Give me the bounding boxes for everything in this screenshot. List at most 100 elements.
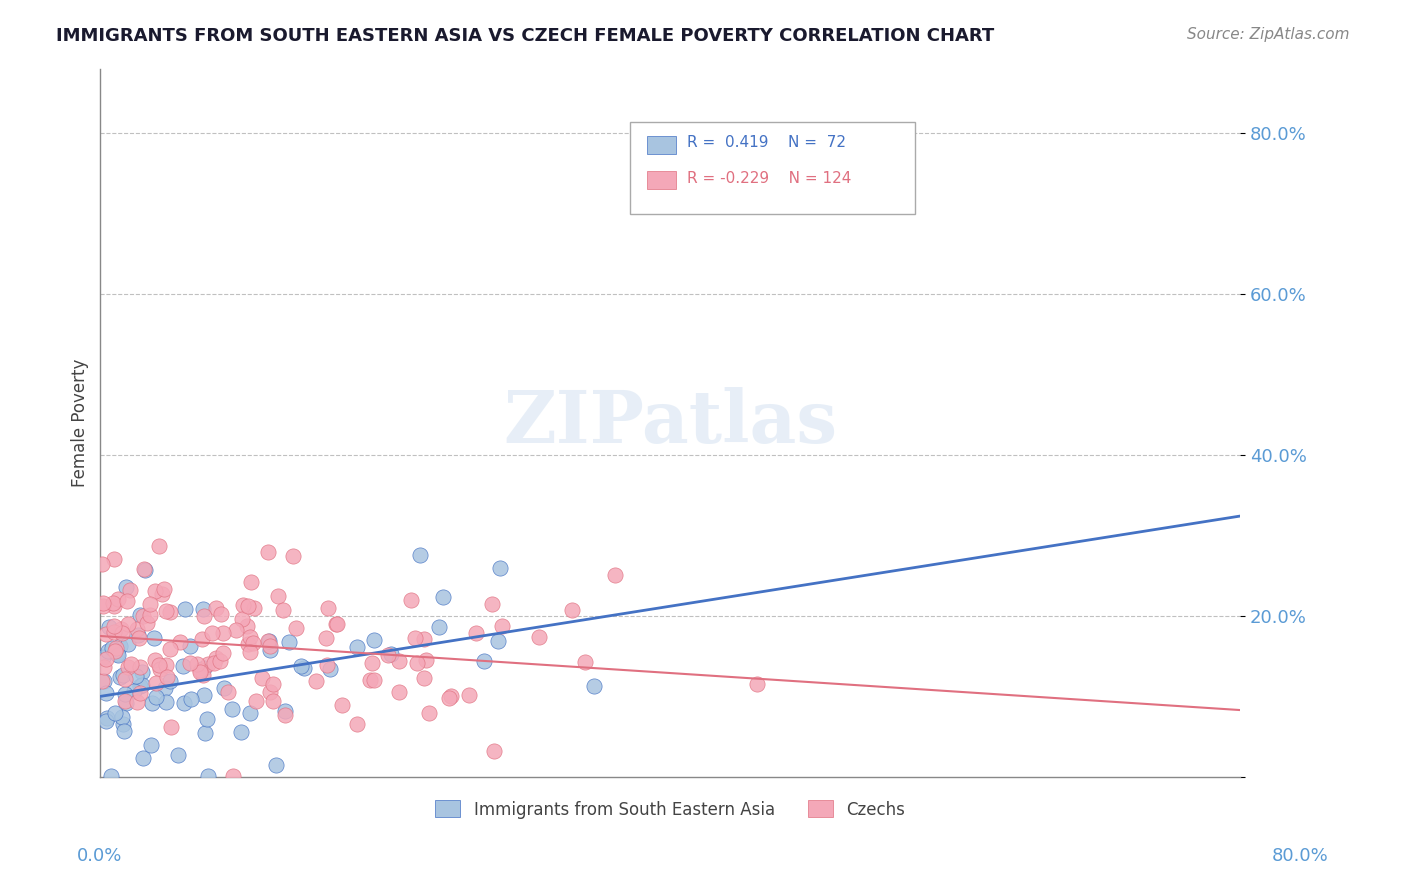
- Point: [482, 744, 505, 758]
- Point: [212, 681, 235, 695]
- Point: [380, 647, 402, 661]
- Point: [132, 751, 155, 765]
- Point: [179, 656, 201, 670]
- Point: [125, 622, 148, 636]
- Point: [155, 604, 177, 618]
- Point: [139, 597, 162, 611]
- Point: [128, 660, 150, 674]
- Point: [101, 640, 124, 655]
- Point: [172, 659, 194, 673]
- Point: [94, 685, 117, 699]
- Point: [134, 563, 156, 577]
- Point: [103, 619, 125, 633]
- Point: [388, 653, 411, 667]
- Point: [201, 626, 224, 640]
- Text: ZIPatlas: ZIPatlas: [503, 387, 837, 458]
- Point: [418, 706, 440, 721]
- Point: [363, 633, 385, 648]
- Point: [346, 717, 368, 731]
- Point: [145, 690, 167, 704]
- Point: [212, 646, 235, 660]
- Point: [112, 724, 135, 739]
- Point: [134, 561, 156, 575]
- Point: [96, 711, 118, 725]
- Point: [457, 688, 479, 702]
- Point: [159, 673, 181, 688]
- Point: [155, 658, 177, 673]
- Point: [256, 545, 278, 559]
- Point: [464, 626, 486, 640]
- Point: [173, 697, 195, 711]
- Point: [97, 644, 120, 658]
- Point: [236, 599, 259, 613]
- Point: [208, 654, 231, 668]
- Text: R =  0.419    N =  72: R = 0.419 N = 72: [688, 136, 846, 151]
- Point: [174, 601, 197, 615]
- Point: [148, 539, 170, 553]
- Point: [259, 643, 281, 657]
- Point: [432, 590, 454, 604]
- Point: [188, 663, 211, 677]
- Point: [167, 747, 190, 762]
- Point: [229, 725, 252, 739]
- Point: [318, 662, 340, 676]
- Point: [197, 769, 219, 783]
- Point: [318, 600, 340, 615]
- Point: [245, 694, 267, 708]
- Point: [359, 673, 381, 687]
- Point: [204, 651, 226, 665]
- Point: [191, 632, 214, 647]
- Point: [413, 672, 436, 686]
- Point: [93, 674, 115, 689]
- Point: [427, 620, 450, 634]
- Point: [93, 660, 115, 674]
- Point: [583, 679, 606, 693]
- Point: [104, 706, 127, 720]
- Point: [221, 702, 243, 716]
- Point: [108, 639, 131, 653]
- Point: [491, 619, 513, 633]
- Point: [188, 665, 211, 680]
- FancyBboxPatch shape: [630, 121, 915, 214]
- Text: 80.0%: 80.0%: [1272, 847, 1329, 865]
- Point: [264, 757, 287, 772]
- Point: [160, 720, 183, 734]
- Point: [111, 626, 134, 640]
- Point: [128, 607, 150, 622]
- Point: [239, 630, 262, 644]
- Point: [257, 634, 280, 648]
- Point: [527, 630, 550, 644]
- Point: [141, 696, 163, 710]
- Point: [148, 657, 170, 672]
- Point: [128, 679, 150, 693]
- Point: [399, 593, 422, 607]
- Point: [107, 592, 129, 607]
- Point: [346, 640, 368, 655]
- Point: [179, 639, 201, 653]
- Point: [415, 653, 437, 667]
- Point: [222, 769, 245, 783]
- Point: [231, 612, 253, 626]
- Point: [107, 648, 129, 663]
- Point: [114, 696, 136, 710]
- Point: [239, 574, 262, 589]
- Point: [326, 616, 349, 631]
- Point: [250, 671, 273, 685]
- Point: [115, 594, 138, 608]
- Point: [259, 639, 281, 653]
- Point: [486, 634, 509, 648]
- Point: [100, 769, 122, 783]
- Point: [277, 634, 299, 648]
- Point: [360, 657, 382, 671]
- Point: [305, 674, 328, 689]
- Point: [197, 657, 219, 671]
- Point: [128, 631, 150, 645]
- Point: [118, 582, 141, 597]
- Point: [114, 580, 136, 594]
- Point: [103, 624, 125, 639]
- Point: [274, 704, 297, 718]
- Point: [193, 609, 215, 624]
- FancyBboxPatch shape: [647, 171, 676, 189]
- Point: [90, 674, 112, 689]
- Point: [101, 595, 124, 609]
